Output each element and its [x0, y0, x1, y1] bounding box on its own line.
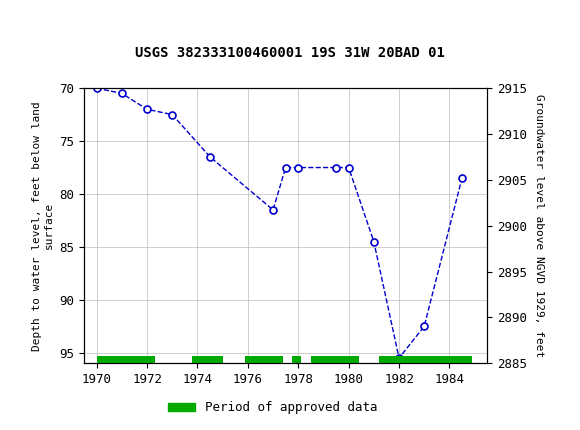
Bar	[245, 356, 283, 363]
Bar	[311, 356, 358, 363]
Text: ☒USGS: ☒USGS	[3, 14, 69, 31]
Bar	[292, 356, 301, 363]
Text: USGS 382333100460001 19S 31W 20BAD 01: USGS 382333100460001 19S 31W 20BAD 01	[135, 46, 445, 60]
Bar	[97, 356, 155, 363]
Legend: Period of approved data: Period of approved data	[162, 396, 383, 419]
Y-axis label: Groundwater level above NGVD 1929, feet: Groundwater level above NGVD 1929, feet	[534, 94, 544, 357]
Y-axis label: Depth to water level, feet below land
surface: Depth to water level, feet below land su…	[32, 101, 54, 350]
Bar	[379, 356, 472, 363]
Bar	[193, 356, 223, 363]
